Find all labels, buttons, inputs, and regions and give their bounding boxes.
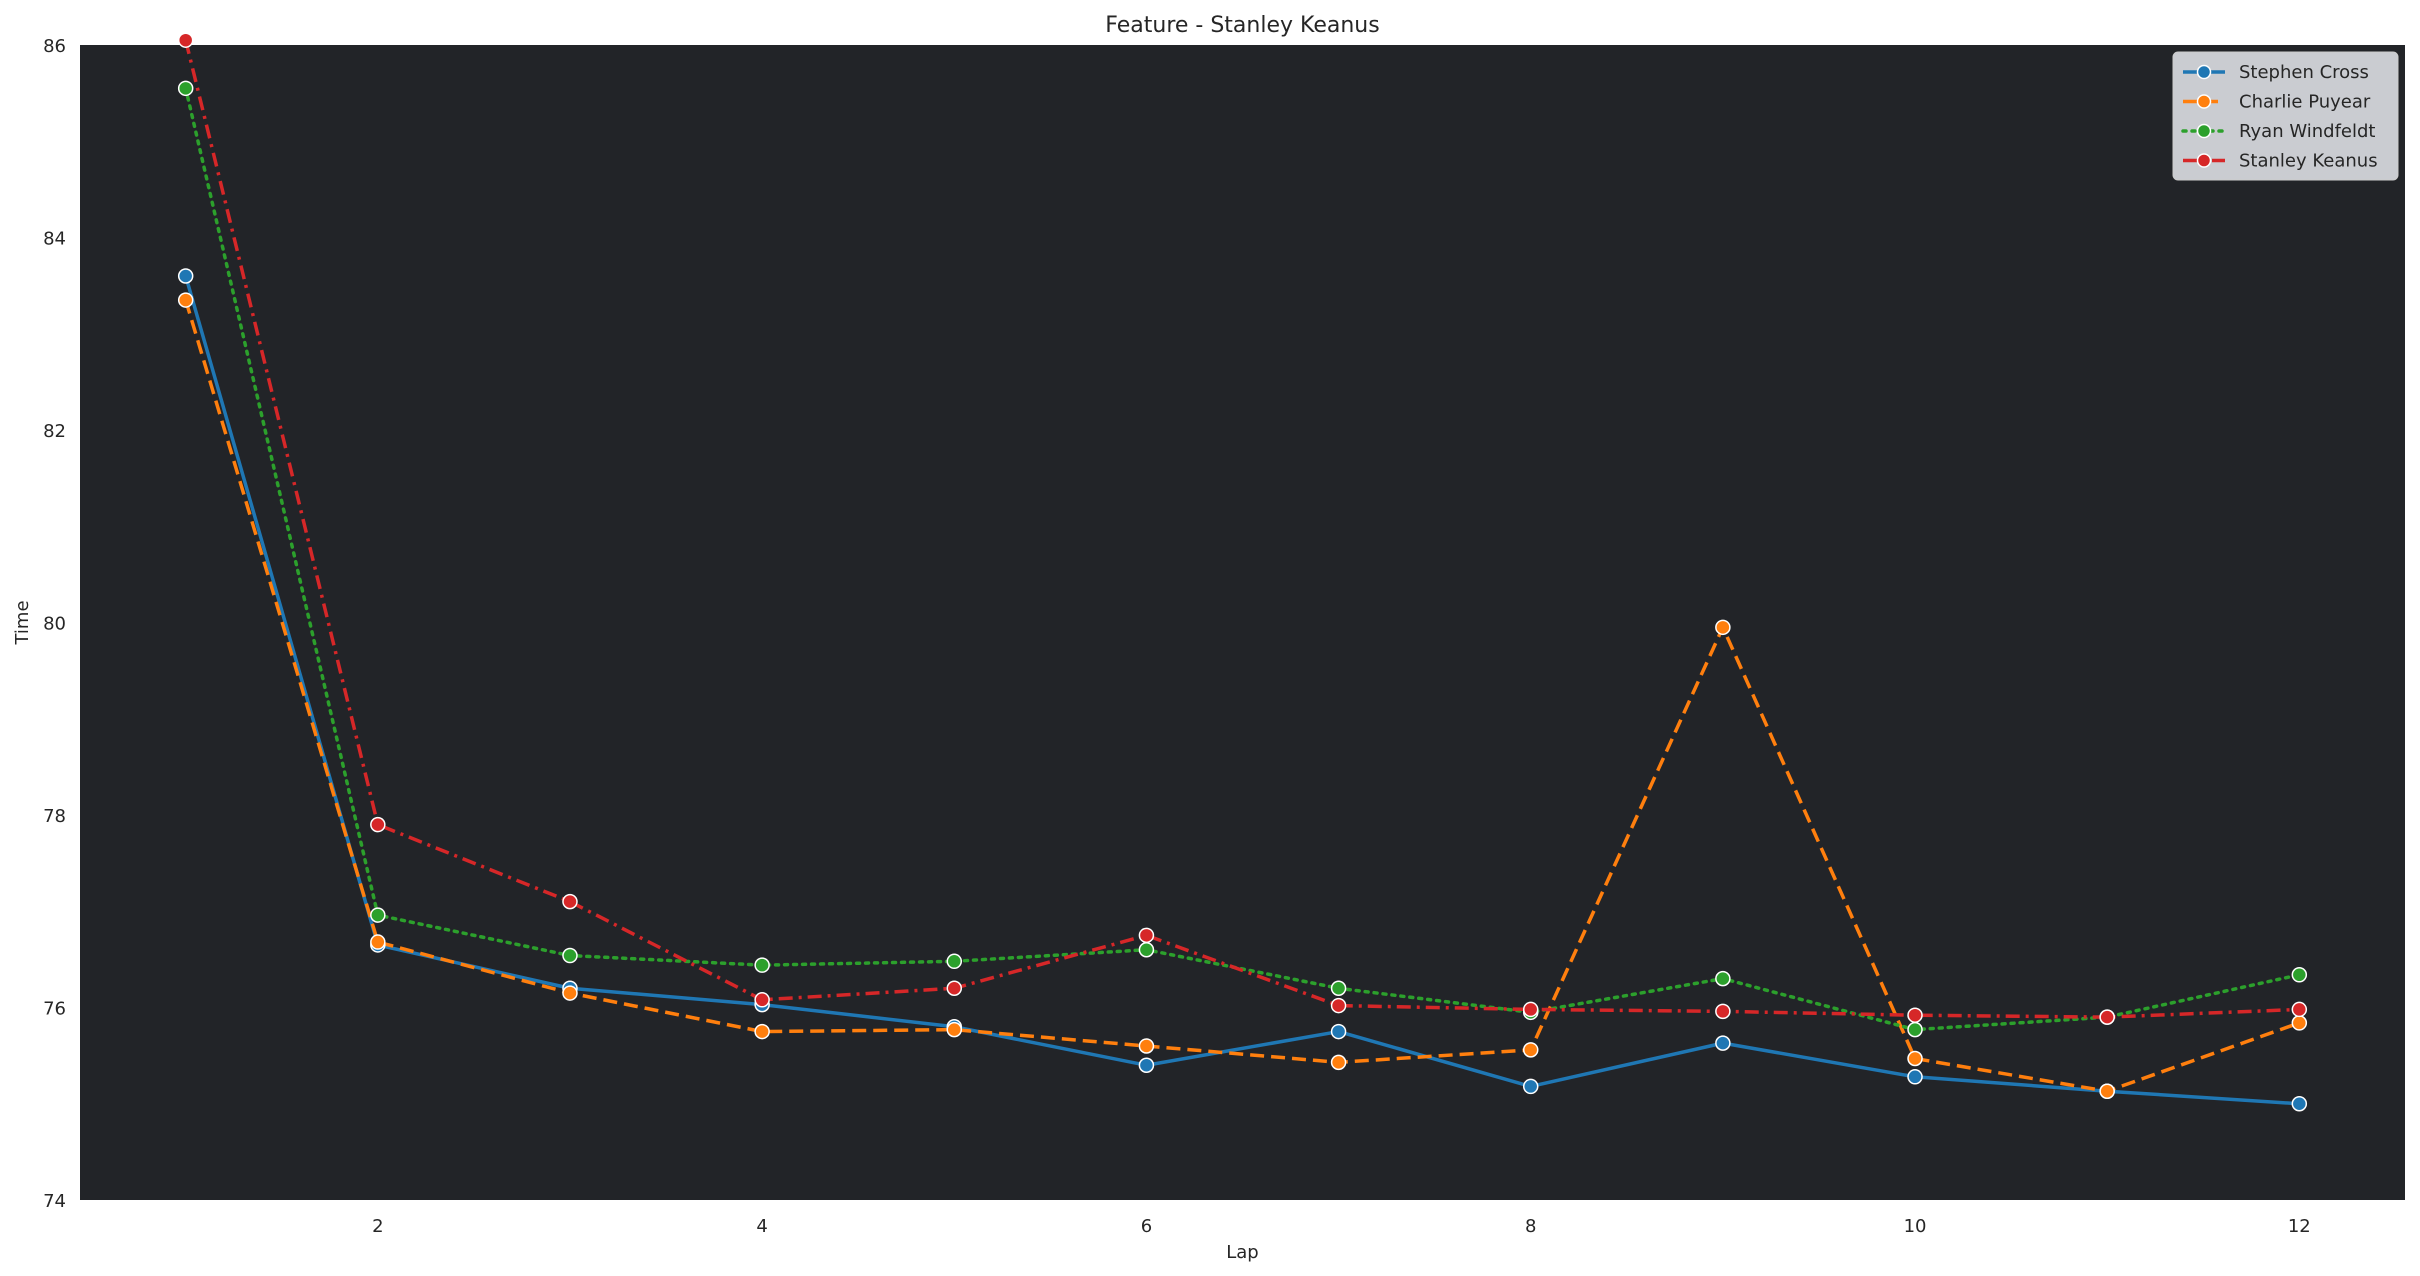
series-line-stephen-cross bbox=[183, 275, 2300, 1106]
x-axis-label: Lap bbox=[1226, 1242, 1258, 1263]
data-point-stanley-keanus bbox=[1138, 927, 1155, 944]
data-point-ryan-windfeldt bbox=[562, 947, 578, 964]
y-tick-label: 74 bbox=[43, 1191, 66, 1212]
legend-marker-stanley-keanus bbox=[2196, 153, 2212, 168]
data-point-stanley-keanus bbox=[370, 816, 386, 833]
data-point-charlie-puyear bbox=[946, 1021, 963, 1038]
data-point-ryan-windfeldt bbox=[1907, 1021, 1923, 1038]
data-point-charlie-puyear bbox=[2099, 1083, 2115, 1099]
data-point-stanley-keanus bbox=[177, 32, 194, 48]
data-point-stanley-keanus bbox=[562, 893, 578, 910]
data-point-ryan-windfeldt bbox=[2291, 967, 2308, 983]
data-point-stanley-keanus bbox=[946, 980, 963, 996]
data-point-charlie-puyear bbox=[2291, 1015, 2308, 1031]
data-point-stephen-cross bbox=[1138, 1057, 1155, 1073]
data-point-stanley-keanus bbox=[1330, 997, 1347, 1014]
chart-title: Feature - Stanley Keanus bbox=[1105, 13, 1379, 38]
data-point-ryan-windfeldt bbox=[1138, 942, 1155, 958]
y-tick-label: 82 bbox=[43, 421, 66, 442]
data-point-stephen-cross bbox=[1715, 1035, 1731, 1051]
data-point-charlie-puyear bbox=[370, 934, 386, 950]
data-point-charlie-puyear bbox=[1138, 1038, 1155, 1054]
x-tick-label: 6 bbox=[1141, 1216, 1152, 1237]
data-point-stephen-cross bbox=[1907, 1069, 1923, 1085]
legend-marker-ryan-windfeldt bbox=[2196, 123, 2212, 139]
data-point-ryan-windfeldt bbox=[1715, 970, 1731, 987]
data-point-ryan-windfeldt bbox=[1330, 980, 1347, 996]
legend-marker-charlie-puyear bbox=[2196, 94, 2212, 109]
series-line-charlie-puyear bbox=[184, 299, 2300, 1093]
data-point-charlie-puyear bbox=[1715, 619, 1731, 636]
legend-box bbox=[2172, 51, 2399, 181]
x-tick-label: 4 bbox=[756, 1216, 767, 1237]
series-lines bbox=[183, 39, 2302, 1106]
data-point-charlie-puyear bbox=[1522, 1042, 1539, 1058]
data-point-ryan-windfeldt bbox=[946, 953, 963, 970]
y-tick-label: 84 bbox=[43, 229, 66, 250]
y-tick-label: 80 bbox=[43, 614, 66, 635]
y-axis-label: Time bbox=[12, 600, 33, 645]
data-point-stanley-keanus bbox=[2099, 1009, 2115, 1025]
legend-label-ryan-windfeldt: Ryan Windfeldt bbox=[2239, 121, 2375, 142]
x-tick-label: 2 bbox=[372, 1216, 383, 1237]
x-axis-ticks: 2 4 6 8 10 12 bbox=[372, 1216, 2311, 1237]
data-point-stephen-cross bbox=[1522, 1078, 1539, 1095]
data-point-ryan-windfeldt bbox=[370, 907, 386, 923]
data-point-stephen-cross bbox=[177, 268, 194, 284]
data-point-charlie-puyear bbox=[1330, 1054, 1347, 1071]
data-point-stanley-keanus bbox=[1907, 1007, 1923, 1023]
x-tick-label: 10 bbox=[1904, 1216, 1927, 1237]
plot-area bbox=[80, 45, 2405, 1200]
legend-label-stephen-cross: Stephen Cross bbox=[2239, 62, 2369, 83]
y-tick-label: 78 bbox=[43, 806, 66, 827]
data-point-charlie-puyear bbox=[177, 292, 194, 308]
data-point-charlie-puyear bbox=[1907, 1050, 1923, 1067]
data-point-stephen-cross bbox=[2291, 1096, 2308, 1112]
data-point-stanley-keanus bbox=[1522, 1001, 1539, 1018]
legend-label-charlie-puyear: Charlie Puyear bbox=[2239, 92, 2371, 113]
series-line-stanley-keanus bbox=[183, 39, 2300, 1019]
y-tick-label: 86 bbox=[43, 36, 66, 57]
data-point-ryan-windfeldt bbox=[177, 80, 194, 97]
data-point-stanley-keanus bbox=[1715, 1003, 1731, 1020]
data-point-stanley-keanus bbox=[754, 992, 770, 1008]
data-point-charlie-puyear bbox=[754, 1023, 770, 1040]
data-point-ryan-windfeldt bbox=[754, 957, 770, 973]
legend-marker-stephen-cross bbox=[2196, 64, 2212, 80]
data-point-stanley-keanus bbox=[2291, 1001, 2308, 1018]
data-point-charlie-puyear bbox=[562, 985, 578, 1001]
legend-label-stanley-keanus: Stanley Keanus bbox=[2239, 151, 2378, 172]
y-tick-label: 76 bbox=[43, 999, 66, 1020]
series-markers bbox=[177, 32, 2308, 1112]
x-tick-label: 8 bbox=[1525, 1216, 1536, 1237]
y-axis-ticks: 74 76 78 80 82 84 86 bbox=[43, 36, 66, 1212]
data-point-stephen-cross bbox=[1330, 1023, 1347, 1040]
x-tick-label: 12 bbox=[2288, 1216, 2311, 1237]
legend: Stephen Cross Charlie Puyear Ryan Windfeld… bbox=[2172, 51, 2399, 181]
